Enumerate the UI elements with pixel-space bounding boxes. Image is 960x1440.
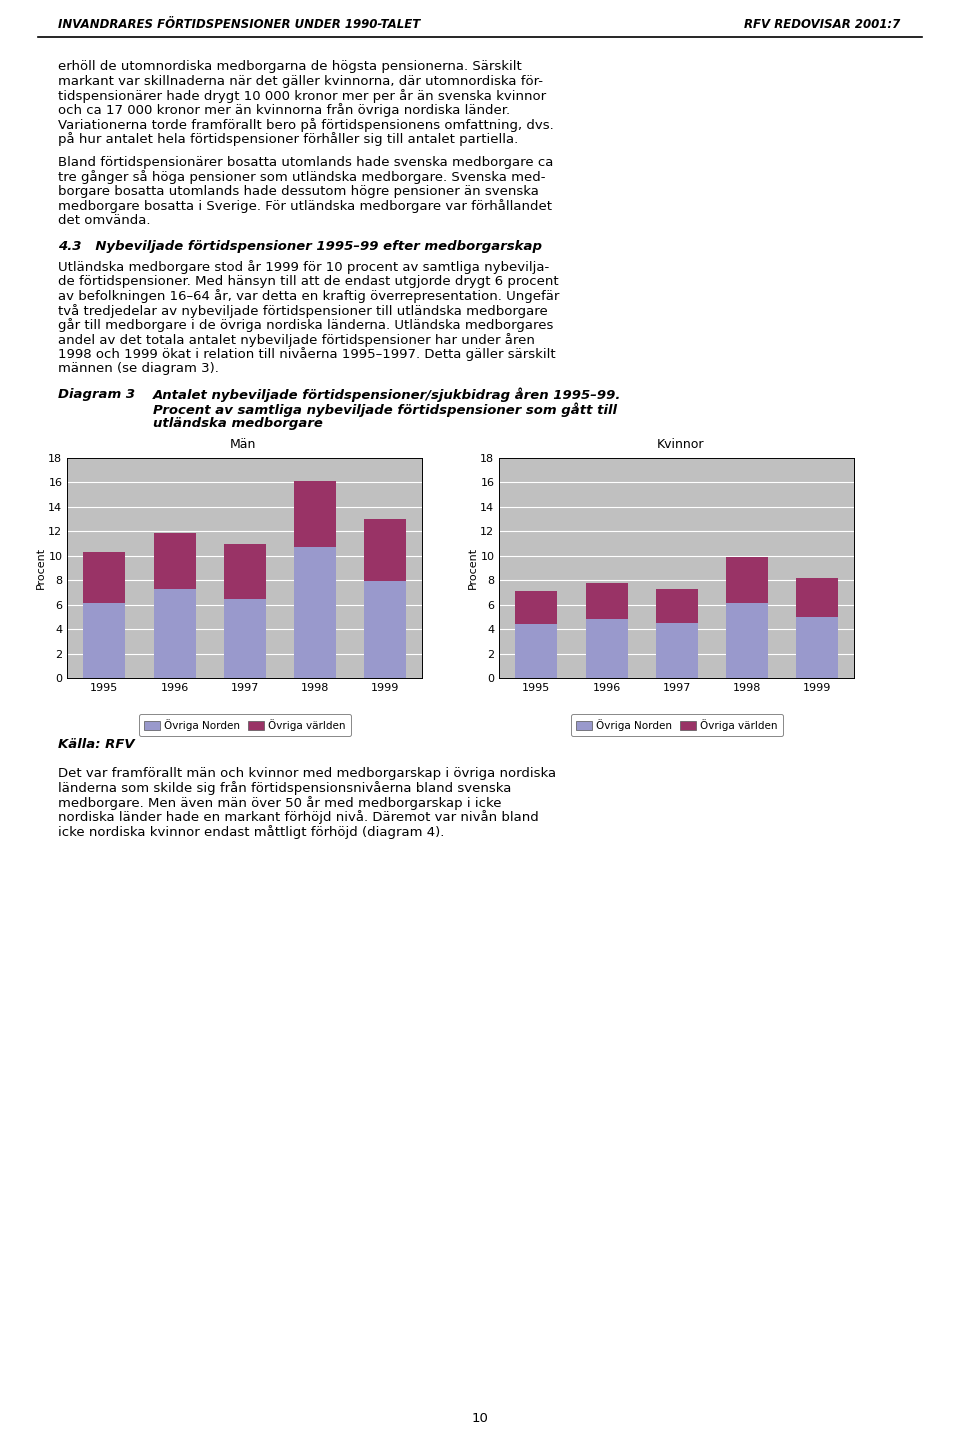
Text: det omvända.: det omvända. (58, 213, 151, 226)
Legend: Övriga Norden, Övriga världen: Övriga Norden, Övriga världen (139, 714, 350, 736)
Bar (516, 624, 558, 678)
Bar (726, 557, 768, 603)
Bar (364, 518, 406, 582)
Legend: Övriga Norden, Övriga världen: Övriga Norden, Övriga världen (571, 714, 782, 736)
Text: Variationerna torde framförallt bero på förtidspensionens omfattning, dvs.: Variationerna torde framförallt bero på … (58, 118, 554, 132)
Bar (294, 481, 336, 547)
Bar (796, 577, 838, 616)
Text: går till medborgare i de övriga nordiska länderna. Utländska medborgares: går till medborgare i de övriga nordiska… (58, 318, 553, 333)
Text: medborgare. Men även män över 50 år med medborgarskap i icke: medborgare. Men även män över 50 år med … (58, 796, 501, 809)
Text: Bland förtidspensionärer bosatta utomlands hade svenska medborgare ca: Bland förtidspensionärer bosatta utomlan… (58, 156, 553, 168)
Text: icke nordiska kvinnor endast måttligt förhöjd (diagram 4).: icke nordiska kvinnor endast måttligt fö… (58, 825, 444, 840)
Text: Antalet nybeviljade förtidspensioner/sjukbidrag åren 1995–99.: Antalet nybeviljade förtidspensioner/sju… (153, 387, 621, 402)
Text: andel av det totala antalet nybeviljade förtidspensioner har under åren: andel av det totala antalet nybeviljade … (58, 333, 535, 347)
Y-axis label: Procent: Procent (36, 547, 45, 589)
Text: Utländska medborgare stod år 1999 för 10 procent av samtliga nybevilja-: Utländska medborgare stod år 1999 för 10… (58, 261, 549, 274)
Bar (726, 603, 768, 678)
Bar (154, 589, 196, 678)
Text: Källa: RFV: Källa: RFV (58, 737, 134, 750)
Text: på hur antalet hela förtidspensioner förhåller sig till antalet partiella.: på hur antalet hela förtidspensioner för… (58, 132, 518, 147)
Text: av befolkningen 16–64 år, var detta en kraftig överrepresentation. Ungefär: av befolkningen 16–64 år, var detta en k… (58, 289, 560, 302)
Text: tre gånger så höga pensioner som utländska medborgare. Svenska med-: tre gånger så höga pensioner som utländs… (58, 170, 545, 184)
Bar (516, 592, 558, 624)
Text: nordiska länder hade en markant förhöjd nivå. Däremot var nivån bland: nordiska länder hade en markant förhöjd … (58, 811, 539, 825)
Text: Diagram 3: Diagram 3 (58, 387, 135, 400)
Bar (294, 547, 336, 678)
Bar (364, 582, 406, 678)
Bar (84, 603, 126, 678)
Text: RFV REDOVISAR 2001:7: RFV REDOVISAR 2001:7 (744, 17, 900, 32)
Bar (84, 552, 126, 603)
Text: 4.3   Nybeviljade förtidspensioner 1995–99 efter medborgarskap: 4.3 Nybeviljade förtidspensioner 1995–99… (58, 240, 542, 253)
Text: Kvinnor: Kvinnor (657, 438, 704, 452)
Text: utländska medborgare: utländska medborgare (153, 416, 323, 429)
Text: markant var skillnaderna när det gäller kvinnorna, där utomnordiska för-: markant var skillnaderna när det gäller … (58, 75, 543, 88)
Text: Procent av samtliga nybeviljade förtidspensioner som gått till: Procent av samtliga nybeviljade förtidsp… (153, 402, 617, 416)
Text: medborgare bosatta i Sverige. För utländska medborgare var förhållandet: medborgare bosatta i Sverige. För utländ… (58, 199, 552, 213)
Text: 10: 10 (471, 1413, 489, 1426)
Text: länderna som skilde sig från förtidspensionsnivåerna bland svenska: länderna som skilde sig från förtidspens… (58, 782, 512, 795)
Text: Män: Män (229, 438, 256, 452)
Bar (154, 533, 196, 589)
Text: de förtidspensioner. Med hänsyn till att de endast utgjorde drygt 6 procent: de förtidspensioner. Med hänsyn till att… (58, 275, 559, 288)
Text: Det var framförallt män och kvinnor med medborgarskap i övriga nordiska: Det var framförallt män och kvinnor med … (58, 768, 556, 780)
Bar (586, 619, 628, 678)
Text: och ca 17 000 kronor mer än kvinnorna från övriga nordiska länder.: och ca 17 000 kronor mer än kvinnorna fr… (58, 104, 510, 118)
Y-axis label: Procent: Procent (468, 547, 477, 589)
Text: borgare bosatta utomlands hade dessutom högre pensioner än svenska: borgare bosatta utomlands hade dessutom … (58, 184, 539, 197)
Text: två tredjedelar av nybeviljade förtidspensioner till utländska medborgare: två tredjedelar av nybeviljade förtidspe… (58, 304, 548, 318)
Bar (656, 624, 698, 678)
Bar (224, 599, 266, 678)
Text: erhöll de utomnordiska medborgarna de högsta pensionerna. Särskilt: erhöll de utomnordiska medborgarna de hö… (58, 60, 521, 73)
Text: 1998 och 1999 ökat i relation till nivåerna 1995–1997. Detta gäller särskilt: 1998 och 1999 ökat i relation till nivåe… (58, 347, 556, 361)
Bar (224, 543, 266, 599)
Bar (656, 589, 698, 624)
Bar (796, 616, 838, 678)
Text: tidspensionärer hade drygt 10 000 kronor mer per år än svenska kvinnor: tidspensionärer hade drygt 10 000 kronor… (58, 89, 546, 104)
Text: männen (se diagram 3).: männen (se diagram 3). (58, 361, 219, 374)
Bar (586, 583, 628, 619)
Text: INVANDRARES FÖRTIDSPENSIONER UNDER 1990-TALET: INVANDRARES FÖRTIDSPENSIONER UNDER 1990-… (58, 17, 420, 32)
